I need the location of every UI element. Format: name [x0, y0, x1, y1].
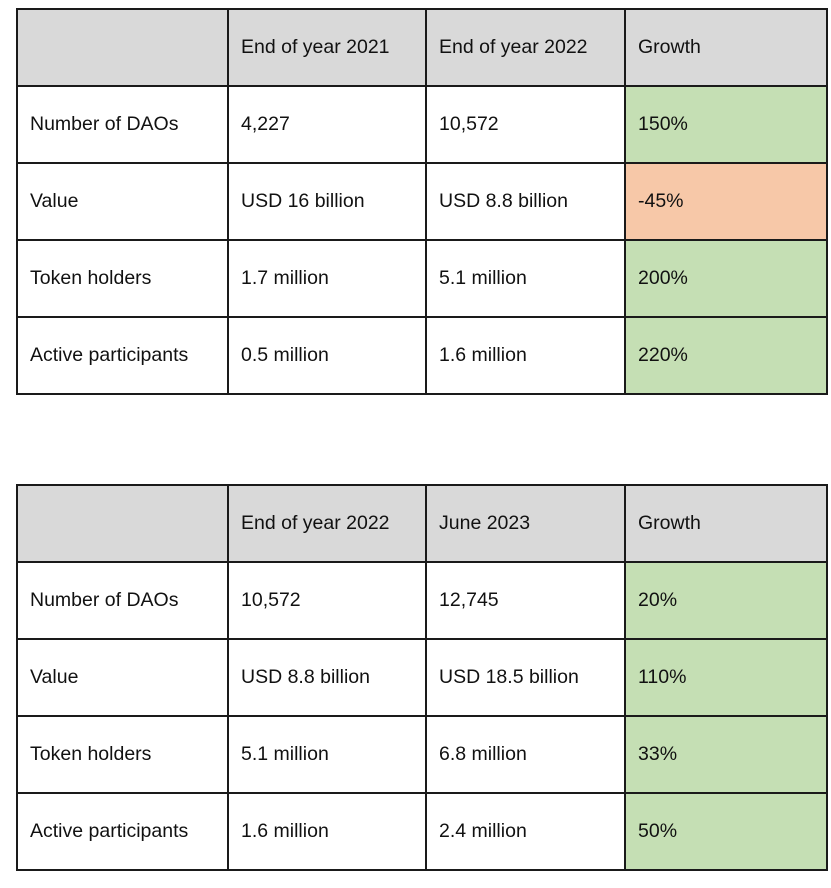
- start-value: USD 8.8 billion: [227, 638, 427, 717]
- metric-label: Number of DAOs: [16, 85, 229, 164]
- metric-label: Token holders: [16, 239, 229, 318]
- end-value: 12,745: [425, 561, 626, 640]
- growth-value: 200%: [624, 239, 828, 318]
- table-row: Number of DAOs 4,227 10,572 150%: [16, 85, 828, 164]
- metric-label: Token holders: [16, 715, 229, 794]
- start-value: 10,572: [227, 561, 427, 640]
- table-row: Number of DAOs 10,572 12,745 20%: [16, 561, 828, 640]
- start-value: 4,227: [227, 85, 427, 164]
- header-cell-period-end: End of year 2022: [425, 8, 626, 87]
- growth-value: 110%: [624, 638, 828, 717]
- header-cell-corner: [16, 484, 229, 563]
- header-cell-growth: Growth: [624, 484, 828, 563]
- header-cell-period-start: End of year 2022: [227, 484, 427, 563]
- start-value: 5.1 million: [227, 715, 427, 794]
- header-cell-growth: Growth: [624, 8, 828, 87]
- table-row: Value USD 8.8 billion USD 18.5 billion 1…: [16, 638, 828, 717]
- start-value: 1.7 million: [227, 239, 427, 318]
- end-value: 5.1 million: [425, 239, 626, 318]
- end-value: 10,572: [425, 85, 626, 164]
- end-value: USD 18.5 billion: [425, 638, 626, 717]
- metric-label: Number of DAOs: [16, 561, 229, 640]
- metric-label: Active participants: [16, 316, 229, 395]
- table-row: Value USD 16 billion USD 8.8 billion -45…: [16, 162, 828, 241]
- growth-value: 33%: [624, 715, 828, 794]
- end-value: 6.8 million: [425, 715, 626, 794]
- table-row: Active participants 1.6 million 2.4 mill…: [16, 792, 828, 871]
- metric-label: Value: [16, 638, 229, 717]
- header-cell-period-start: End of year 2021: [227, 8, 427, 87]
- header-cell-period-end: June 2023: [425, 484, 626, 563]
- growth-value: 20%: [624, 561, 828, 640]
- growth-value: 150%: [624, 85, 828, 164]
- header-row: End of year 2022 June 2023 Growth: [16, 484, 828, 563]
- start-value: 0.5 million: [227, 316, 427, 395]
- table-row: Token holders 5.1 million 6.8 million 33…: [16, 715, 828, 794]
- start-value: USD 16 billion: [227, 162, 427, 241]
- growth-value: 50%: [624, 792, 828, 871]
- header-row: End of year 2021 End of year 2022 Growth: [16, 8, 828, 87]
- table-row: Active participants 0.5 million 1.6 mill…: [16, 316, 828, 395]
- growth-value: -45%: [624, 162, 828, 241]
- table-row: Token holders 1.7 million 5.1 million 20…: [16, 239, 828, 318]
- metric-label: Value: [16, 162, 229, 241]
- start-value: 1.6 million: [227, 792, 427, 871]
- dao-table-2022-2023: End of year 2022 June 2023 Growth Number…: [16, 484, 828, 871]
- metric-label: Active participants: [16, 792, 229, 871]
- end-value: 2.4 million: [425, 792, 626, 871]
- end-value: 1.6 million: [425, 316, 626, 395]
- end-value: USD 8.8 billion: [425, 162, 626, 241]
- dao-table-2021-2022: End of year 2021 End of year 2022 Growth…: [16, 8, 828, 395]
- header-cell-corner: [16, 8, 229, 87]
- growth-value: 220%: [624, 316, 828, 395]
